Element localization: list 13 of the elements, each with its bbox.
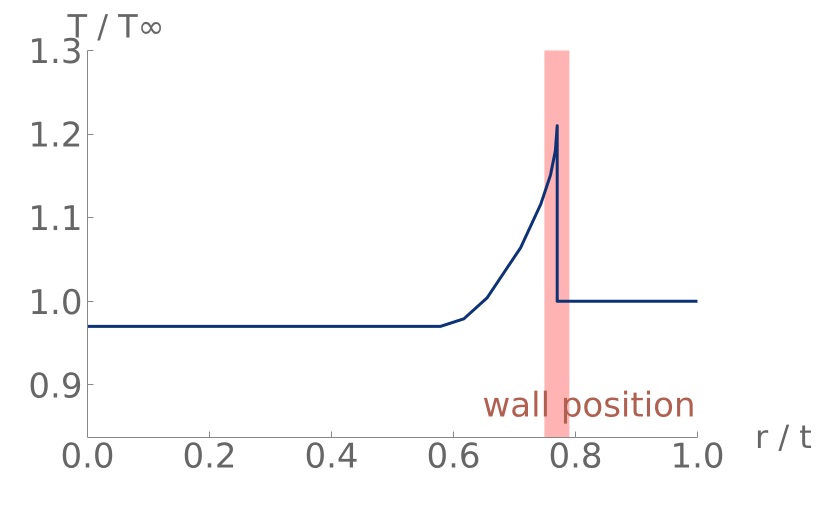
x-axis-title: r / t <box>755 417 812 458</box>
band-label: wall position <box>482 386 696 426</box>
x-tick-label: 0.8 <box>548 436 603 476</box>
y-tick-label: 0.9 <box>28 366 83 406</box>
x-tick-label: 1.0 <box>670 436 725 476</box>
x-tick-label: 0.2 <box>182 436 237 476</box>
y-tick-label: 1.2 <box>28 116 83 156</box>
x-tick-label: 0.0 <box>60 436 115 476</box>
line-series <box>88 124 698 328</box>
y-tick-label: 1.1 <box>28 199 83 240</box>
y-tick-label: 1.0 <box>28 282 83 323</box>
x-tick-label: 0.4 <box>304 436 359 476</box>
x-tick-label: 0.6 <box>426 436 481 476</box>
